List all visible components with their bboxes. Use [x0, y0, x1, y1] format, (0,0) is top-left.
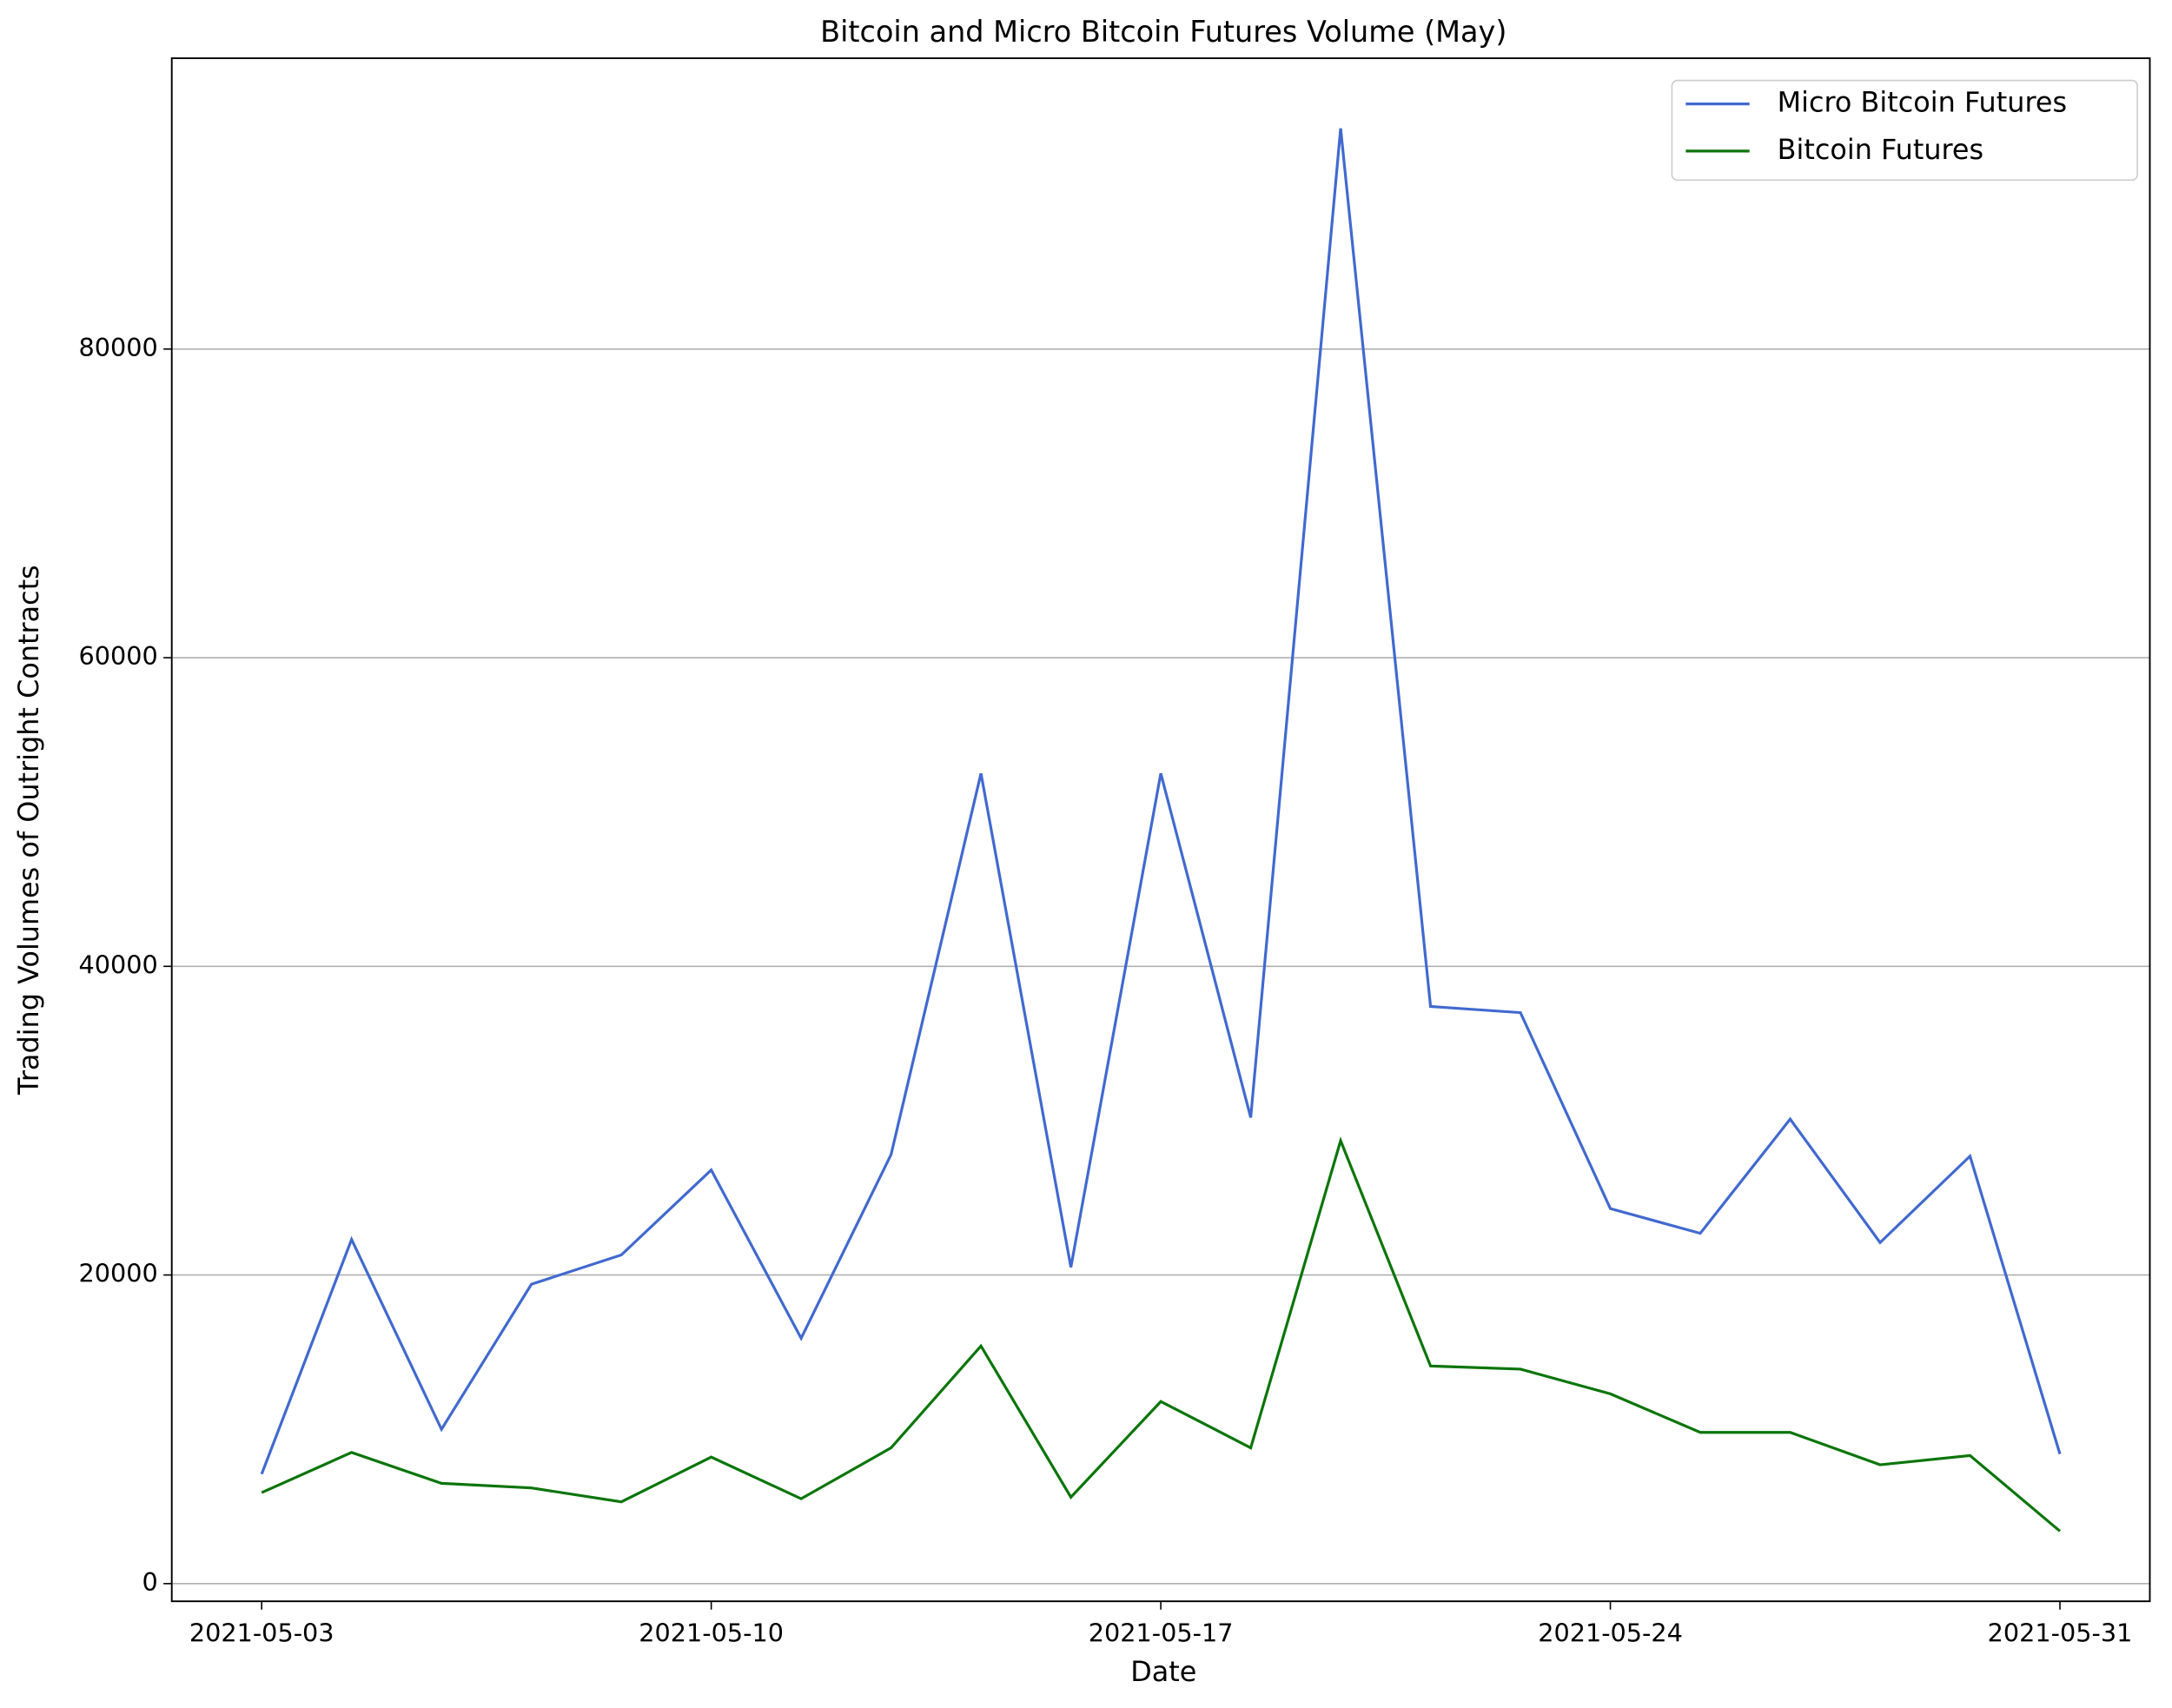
x-tick-label: 2021-05-03	[189, 1618, 334, 1647]
x-tick-label: 2021-05-31	[1988, 1618, 2133, 1647]
data-line	[261, 1136, 2062, 1533]
y-tick-label: 40000	[78, 950, 157, 979]
plot-frame	[170, 57, 2151, 1603]
y-tick-label: 80000	[78, 333, 157, 362]
data-line	[260, 128, 2062, 1475]
legend-box	[1671, 79, 2138, 182]
y-tick-label: 20000	[78, 1259, 157, 1288]
x-axis-label: Date	[1130, 1655, 1196, 1688]
y-tick-label: 0	[142, 1567, 157, 1597]
legend-label: Bitcoin Futures	[1778, 133, 1984, 166]
chart-title: Bitcoin and Micro Bitcoin Futures Volume…	[820, 15, 1506, 49]
y-tick-label: 60000	[78, 641, 157, 671]
legend-label: Micro Bitcoin Futures	[1778, 86, 2067, 119]
x-tick-label: 2021-05-17	[1089, 1618, 1234, 1647]
x-tick-label: 2021-05-24	[1538, 1618, 1683, 1647]
x-tick-label: 2021-05-10	[639, 1618, 784, 1647]
y-axis-label: Trading Volumes of Outright Contracts	[12, 565, 45, 1096]
